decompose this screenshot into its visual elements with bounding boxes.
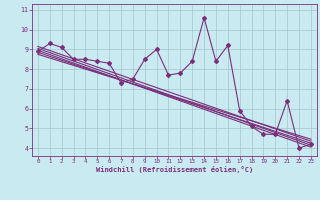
X-axis label: Windchill (Refroidissement éolien,°C): Windchill (Refroidissement éolien,°C): [96, 166, 253, 173]
